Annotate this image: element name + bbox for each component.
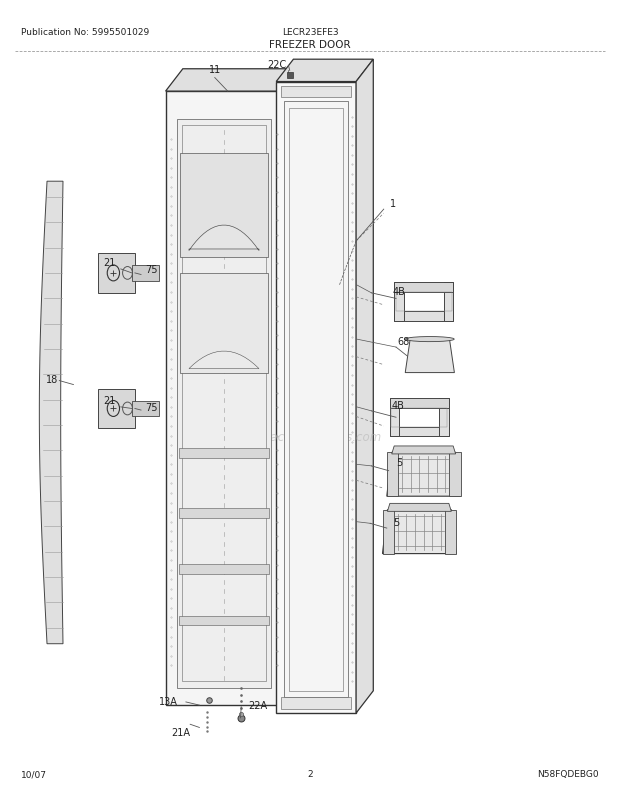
Text: eReplacementParts.com: eReplacementParts.com <box>238 431 382 444</box>
Text: 5: 5 <box>396 457 402 468</box>
Polygon shape <box>166 70 299 92</box>
Text: 22C: 22C <box>267 59 286 70</box>
Text: FREEZER DOOR: FREEZER DOOR <box>269 40 351 51</box>
Polygon shape <box>383 510 456 554</box>
Text: 18: 18 <box>46 375 58 384</box>
Text: 5: 5 <box>393 517 399 527</box>
Polygon shape <box>98 253 135 294</box>
Polygon shape <box>440 399 448 437</box>
Text: 13A: 13A <box>159 696 178 707</box>
Polygon shape <box>39 182 63 644</box>
Polygon shape <box>166 92 282 705</box>
Polygon shape <box>179 616 269 626</box>
Polygon shape <box>281 87 351 99</box>
Text: 11: 11 <box>209 64 221 75</box>
Polygon shape <box>387 453 398 496</box>
Text: LECR23EFE3: LECR23EFE3 <box>281 28 339 37</box>
Polygon shape <box>276 83 356 713</box>
Polygon shape <box>281 697 351 709</box>
Text: 75: 75 <box>145 403 158 412</box>
Polygon shape <box>179 565 269 573</box>
Polygon shape <box>444 283 453 322</box>
Polygon shape <box>405 337 454 342</box>
Text: 22A: 22A <box>249 700 268 711</box>
Polygon shape <box>387 453 461 496</box>
Polygon shape <box>189 226 259 251</box>
Text: 2: 2 <box>307 770 313 779</box>
Polygon shape <box>450 453 461 496</box>
Polygon shape <box>177 119 272 688</box>
Polygon shape <box>276 60 373 83</box>
Polygon shape <box>445 510 456 554</box>
Text: 21A: 21A <box>172 727 190 738</box>
Text: 21: 21 <box>103 257 115 267</box>
Text: 10/07: 10/07 <box>21 770 47 779</box>
Polygon shape <box>394 283 453 293</box>
Polygon shape <box>179 449 269 459</box>
Text: 21: 21 <box>103 396 115 406</box>
Polygon shape <box>390 399 448 408</box>
Polygon shape <box>394 312 453 322</box>
Text: 4B: 4B <box>393 287 406 297</box>
Polygon shape <box>179 508 269 518</box>
Polygon shape <box>189 352 259 369</box>
Polygon shape <box>98 389 135 429</box>
Polygon shape <box>392 447 456 455</box>
Text: N58FQDEBG0: N58FQDEBG0 <box>537 770 599 779</box>
Polygon shape <box>180 154 268 257</box>
Polygon shape <box>390 399 399 437</box>
Polygon shape <box>405 340 454 373</box>
Polygon shape <box>132 401 159 417</box>
Polygon shape <box>383 510 394 554</box>
Text: 75: 75 <box>145 265 158 274</box>
Polygon shape <box>390 427 448 437</box>
Text: 1: 1 <box>390 198 396 209</box>
Polygon shape <box>282 70 299 705</box>
Polygon shape <box>180 273 268 373</box>
Polygon shape <box>132 265 159 282</box>
Text: Publication No: 5995501029: Publication No: 5995501029 <box>21 28 149 37</box>
Text: 68: 68 <box>398 337 410 347</box>
Polygon shape <box>356 60 373 713</box>
Polygon shape <box>394 283 404 322</box>
Polygon shape <box>284 103 348 697</box>
Polygon shape <box>388 504 451 512</box>
Text: 4B: 4B <box>391 401 404 411</box>
